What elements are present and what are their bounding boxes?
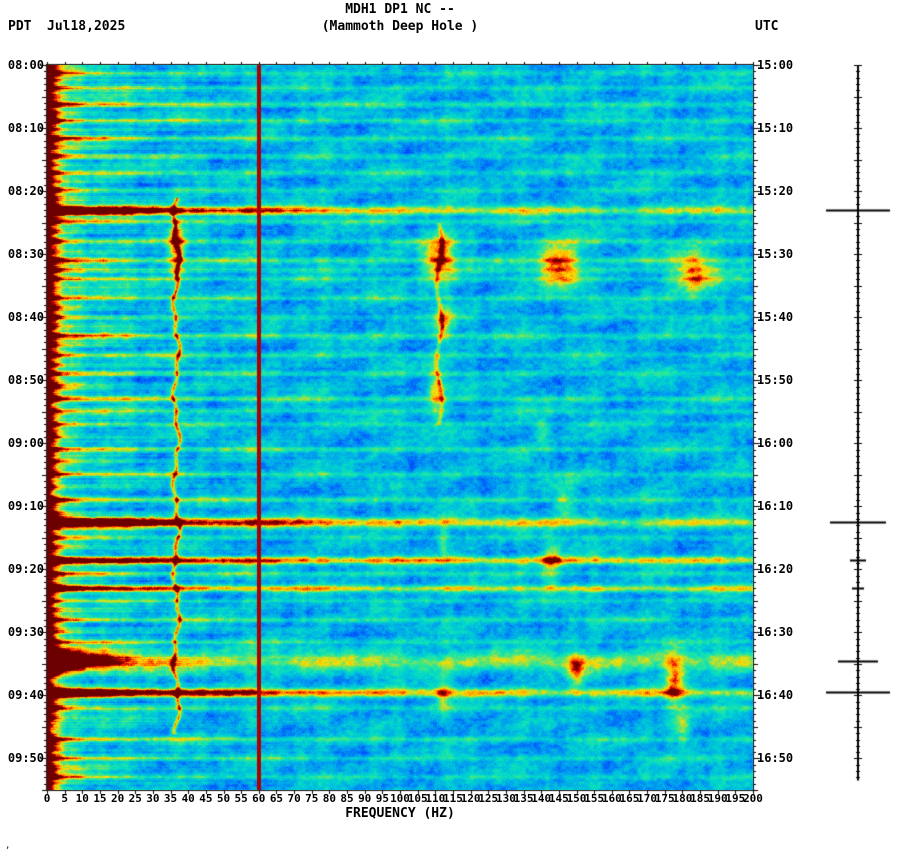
- freq-tick-label: 20: [110, 792, 125, 805]
- freq-tick-label: 5: [61, 792, 68, 805]
- x-axis-title: FREQUENCY (HZ): [345, 806, 455, 821]
- freq-tick-label: 100: [390, 792, 410, 805]
- freq-tick-label: 80: [322, 792, 337, 805]
- freq-tick-label: 145: [548, 792, 569, 805]
- right-time-label: 16:10: [757, 499, 794, 514]
- freq-tick-label: 180: [672, 792, 693, 805]
- left-time-label: 09:40: [7, 688, 44, 703]
- freq-tick-label: 30: [146, 792, 160, 805]
- freq-tick-label: 195: [725, 792, 746, 805]
- freq-tick-label: 75: [305, 792, 319, 805]
- corner-mark: ,: [5, 841, 11, 851]
- freq-tick-label: 65: [269, 792, 284, 805]
- freq-tick-label: 155: [584, 792, 605, 805]
- freq-tick-label: 85: [340, 792, 354, 805]
- right-time-label: 16:40: [757, 688, 794, 703]
- left-time-label: 09:30: [7, 625, 44, 640]
- freq-tick-label: 130: [495, 792, 516, 805]
- freq-tick-label: 175: [654, 792, 675, 805]
- freq-tick-label: 115: [443, 792, 463, 805]
- freq-tick-label: 25: [128, 792, 142, 805]
- freq-tick-label: 35: [163, 792, 178, 805]
- freq-tick-label: 40: [181, 792, 195, 805]
- freq-tick-label: 70: [287, 792, 301, 805]
- right-time-label: 15:00: [757, 58, 794, 72]
- left-time-label: 09:20: [7, 562, 44, 577]
- freq-tick-label: 10: [75, 792, 89, 805]
- freq-tick-label: 15: [93, 792, 107, 805]
- left-time-label: 08:30: [7, 247, 44, 262]
- left-time-label: 08:20: [7, 184, 44, 199]
- left-time-label: 08:10: [7, 121, 44, 136]
- right-time-label: 16:00: [757, 436, 794, 451]
- right-time-label: 15:40: [757, 310, 794, 325]
- right-time-label: 15:20: [757, 184, 794, 199]
- spectrogram-canvas: [47, 65, 753, 790]
- freq-tick-label: 90: [358, 792, 372, 805]
- freq-tick-label: 45: [199, 792, 213, 805]
- freq-tick-label: 185: [690, 792, 710, 805]
- freq-tick-label: 0: [43, 792, 51, 805]
- freq-tick-label: 165: [619, 792, 640, 805]
- freq-tick-label: 190: [707, 792, 728, 805]
- freq-tick-label: 105: [407, 792, 428, 805]
- freq-tick-label: 200: [743, 792, 763, 805]
- right-time-label: 16:20: [757, 562, 794, 577]
- left-time-label: 09:00: [7, 436, 44, 451]
- freq-tick-label: 50: [216, 792, 231, 805]
- right-time-label: 15:50: [757, 373, 794, 388]
- freq-tick-label: 55: [234, 792, 248, 805]
- left-time-label: 09:10: [7, 499, 44, 514]
- freq-tick-label: 160: [601, 792, 622, 805]
- right-time-label: 15:30: [757, 247, 794, 262]
- freq-tick-label: 120: [460, 792, 481, 805]
- right-time-label: 16:30: [757, 625, 794, 640]
- freq-tick-label: 125: [478, 792, 499, 805]
- left-time-label: 09:50: [7, 751, 44, 766]
- freq-tick-label: 110: [425, 792, 446, 805]
- right-time-label: 15:10: [757, 121, 794, 136]
- freq-tick-label: 135: [513, 792, 534, 805]
- freq-tick-label: 150: [566, 792, 587, 805]
- left-time-label: 08:00: [7, 58, 44, 72]
- right-time-label: 16:50: [757, 751, 794, 766]
- freq-tick-label: 170: [637, 792, 658, 805]
- freq-tick-label: 95: [375, 792, 389, 805]
- left-time-label: 08:40: [7, 310, 44, 325]
- freq-tick-label: 60: [252, 792, 266, 805]
- freq-tick-label: 140: [531, 792, 552, 805]
- left-time-label: 08:50: [7, 373, 44, 388]
